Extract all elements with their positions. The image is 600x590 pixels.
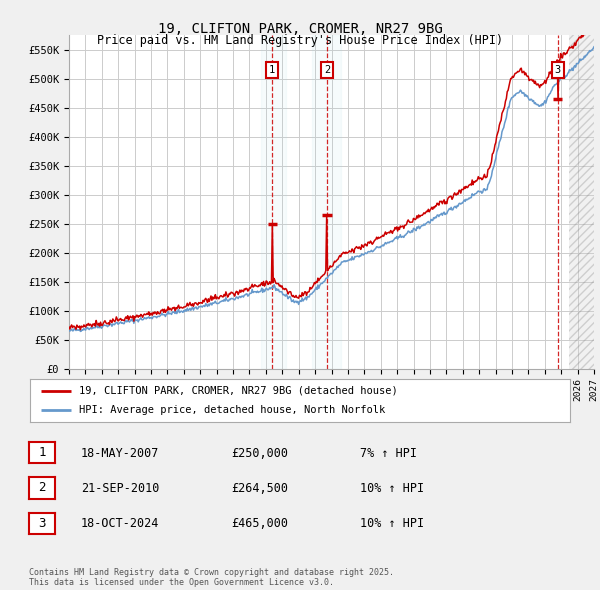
- Text: 3: 3: [554, 65, 561, 76]
- Text: 10% ↑ HPI: 10% ↑ HPI: [360, 517, 424, 530]
- Bar: [569, 35, 600, 369]
- Text: 1: 1: [269, 65, 275, 76]
- Text: 21-SEP-2010: 21-SEP-2010: [81, 482, 160, 495]
- Bar: [569, 35, 600, 369]
- Text: 7% ↑ HPI: 7% ↑ HPI: [360, 447, 417, 460]
- Text: Contains HM Land Registry data © Crown copyright and database right 2025.
This d: Contains HM Land Registry data © Crown c…: [29, 568, 394, 587]
- Text: 2: 2: [324, 65, 330, 76]
- Text: 18-MAY-2007: 18-MAY-2007: [81, 447, 160, 460]
- Text: 2: 2: [38, 481, 46, 494]
- Bar: [312, 35, 341, 369]
- Text: 1: 1: [38, 446, 46, 459]
- Text: £465,000: £465,000: [231, 517, 288, 530]
- Text: 10% ↑ HPI: 10% ↑ HPI: [360, 482, 424, 495]
- Text: 19, CLIFTON PARK, CROMER, NR27 9BG (detached house): 19, CLIFTON PARK, CROMER, NR27 9BG (deta…: [79, 386, 397, 396]
- Text: HPI: Average price, detached house, North Norfolk: HPI: Average price, detached house, Nort…: [79, 405, 385, 415]
- Text: Price paid vs. HM Land Registry's House Price Index (HPI): Price paid vs. HM Land Registry's House …: [97, 34, 503, 47]
- Text: £264,500: £264,500: [231, 482, 288, 495]
- Text: 19, CLIFTON PARK, CROMER, NR27 9BG: 19, CLIFTON PARK, CROMER, NR27 9BG: [158, 22, 442, 37]
- Text: 18-OCT-2024: 18-OCT-2024: [81, 517, 160, 530]
- Text: £250,000: £250,000: [231, 447, 288, 460]
- Bar: [261, 35, 286, 369]
- Text: 3: 3: [38, 517, 46, 530]
